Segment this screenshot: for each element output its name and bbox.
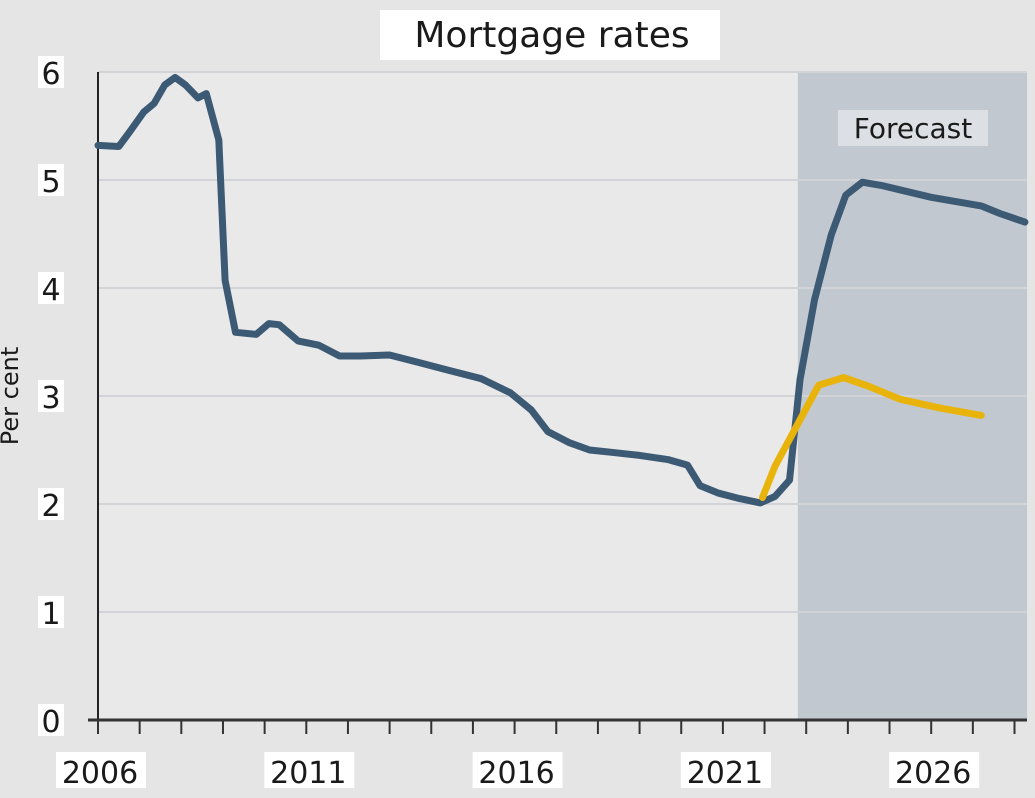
y-tick-label: 6 bbox=[41, 57, 60, 92]
y-tick-label-bg bbox=[38, 164, 64, 196]
x-tick-label: 2016 bbox=[478, 756, 554, 791]
y-tick-label-bg bbox=[38, 272, 64, 304]
y-tick-label-bg bbox=[38, 380, 64, 412]
y-tick-label: 5 bbox=[41, 165, 60, 200]
y-tick-label-bg bbox=[38, 488, 64, 520]
x-tick-label-bg bbox=[680, 752, 771, 788]
series-line-1 bbox=[759, 374, 985, 501]
x-tick-label-bg bbox=[472, 752, 563, 788]
title-bg bbox=[380, 10, 720, 60]
y-tick-label: 3 bbox=[41, 381, 60, 416]
x-tick-label-bg bbox=[889, 752, 980, 788]
y-axis-label: Per cent bbox=[0, 347, 24, 445]
x-tick-label-bg bbox=[264, 752, 355, 788]
chart-title: Mortgage rates bbox=[414, 15, 689, 56]
y-tick-label-bg bbox=[38, 56, 64, 88]
y-tick-label-bg bbox=[38, 596, 64, 628]
forecast-label: Forecast bbox=[854, 112, 973, 145]
y-tick-label: 4 bbox=[41, 273, 60, 308]
y-tick-label: 0 bbox=[41, 705, 60, 740]
x-tick-label: 2026 bbox=[895, 756, 971, 791]
y-tick-label: 2 bbox=[41, 489, 60, 524]
y-tick-label-bg bbox=[38, 704, 64, 736]
x-axis-ticks: 2006 2011 2016 2021 2026 bbox=[56, 718, 1027, 791]
series-line-0 bbox=[94, 73, 1029, 507]
y-tick-label: 1 bbox=[41, 597, 60, 632]
x-tick-label: 2021 bbox=[687, 756, 763, 791]
y-axis-ticks: 0 1 2 3 4 5 6 bbox=[38, 56, 99, 740]
x-tick-label-bg bbox=[56, 752, 146, 788]
forecast-label-bg bbox=[838, 110, 988, 146]
gridlines bbox=[98, 71, 1027, 613]
x-tick-label: 2011 bbox=[270, 756, 346, 791]
series-lines bbox=[94, 73, 1029, 507]
x-tick-label: 2006 bbox=[62, 756, 138, 791]
